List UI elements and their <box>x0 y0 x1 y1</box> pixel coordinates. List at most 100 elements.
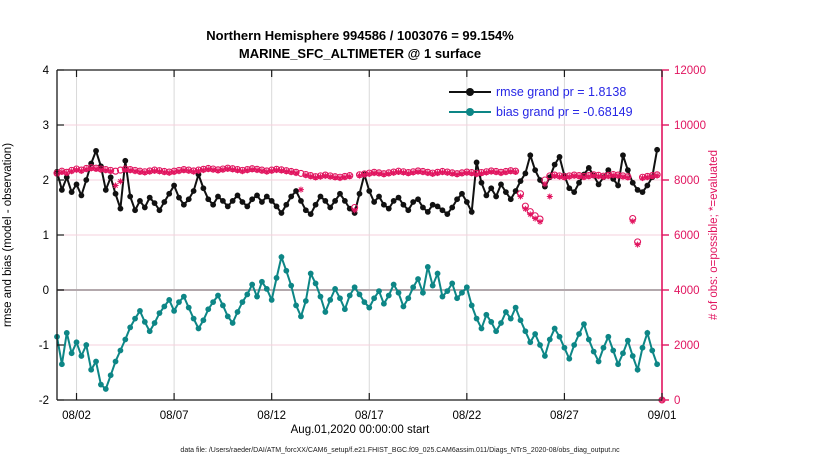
bias-marker <box>590 348 597 355</box>
bias-marker <box>180 293 187 300</box>
bias-marker <box>83 342 90 348</box>
bias-marker <box>146 328 153 335</box>
rmse-marker <box>507 196 514 203</box>
rmse-marker <box>122 157 129 164</box>
bias-marker <box>551 325 558 332</box>
chart-title-line1: Northern Hemisphere 994586 / 1003076 = 9… <box>206 28 514 43</box>
bias-marker <box>376 288 382 294</box>
bias-marker <box>488 319 495 325</box>
bias-marker <box>454 295 460 302</box>
bias-marker <box>581 321 587 327</box>
bias-marker <box>380 300 387 307</box>
bias-marker <box>405 295 412 302</box>
rmse-marker <box>283 201 290 208</box>
rmse-marker <box>151 200 158 207</box>
bias-marker <box>288 282 295 289</box>
rmse-marker <box>444 211 451 218</box>
bias-marker <box>98 381 104 388</box>
bias-marker <box>327 297 334 303</box>
rmse-marker <box>527 152 534 159</box>
rmse-marker <box>410 199 417 205</box>
rmse-marker <box>293 188 299 194</box>
bias-marker <box>263 286 270 292</box>
bias-marker <box>605 333 612 340</box>
bias-marker <box>420 289 426 296</box>
bias-marker <box>449 280 456 287</box>
rmse-marker <box>278 210 285 216</box>
rmse-marker <box>63 174 70 181</box>
bias-marker <box>346 292 353 299</box>
y-axis-label-left: rmse and bias (model - observation) <box>2 142 14 328</box>
bias-marker <box>239 299 246 305</box>
rmse-marker <box>117 205 124 212</box>
bias-marker <box>117 347 124 354</box>
bias-marker <box>234 309 241 315</box>
y-axis-label-right: # of obs: o=possible; *=evaluated <box>708 149 720 321</box>
bias-marker <box>254 293 260 300</box>
rmse-marker <box>376 193 382 200</box>
bias-marker <box>439 293 446 300</box>
rmse-marker <box>185 196 192 203</box>
rmse-marker <box>400 201 407 208</box>
bias-marker <box>137 308 143 314</box>
bias-marker <box>429 282 436 289</box>
rmse-marker <box>380 201 387 208</box>
bias-marker <box>293 302 299 309</box>
rmse-marker <box>556 154 563 160</box>
bias-marker <box>200 317 207 324</box>
bias-marker <box>268 297 275 303</box>
bias-marker <box>434 270 441 277</box>
obs-evaluated-series <box>54 165 665 403</box>
rmse-marker <box>302 207 309 214</box>
bias-marker <box>88 366 95 373</box>
y-right-tick-label: 8000 <box>674 175 700 187</box>
bias-marker <box>512 304 519 311</box>
chart-title-line2: MARINE_SFC_ALTIMETER @ 1 surface <box>238 46 482 61</box>
bias-marker <box>507 315 514 322</box>
rmse-marker <box>107 174 114 181</box>
bias-marker <box>400 303 407 310</box>
rmse-marker <box>415 196 421 203</box>
bias-marker <box>102 386 109 392</box>
bias-marker <box>654 361 661 368</box>
bias-marker <box>463 284 470 291</box>
rmse-marker <box>259 199 265 205</box>
rmse-marker <box>224 203 231 210</box>
axis-ticks <box>57 69 669 401</box>
rmse-marker <box>390 198 397 204</box>
bias-marker <box>395 289 402 296</box>
x-tick-label: 08/22 <box>452 410 481 422</box>
rmse-marker <box>317 193 324 200</box>
rmse-marker <box>644 182 651 189</box>
bias-marker <box>78 353 85 359</box>
bias-marker <box>385 292 392 299</box>
tick-labels: 08/02 08/07 08/12 08/17 08/22 08/27 09/0143210… <box>39 65 706 422</box>
legend-label-rmse: rmse grand pr = 1.8138 <box>496 85 627 99</box>
rmse-marker <box>551 161 558 168</box>
rmse-marker <box>332 198 339 204</box>
gridlines <box>57 70 662 400</box>
rmse-marker <box>517 178 524 185</box>
rmse-marker <box>156 207 163 214</box>
rmse-marker <box>512 188 519 194</box>
bias-marker <box>537 342 543 348</box>
rmse-marker <box>312 201 319 208</box>
bias-marker <box>278 254 285 260</box>
bias-marker <box>542 353 548 359</box>
data-file-path: data file: /Users/raeder/DAI/ATM_forcXX/… <box>180 447 620 454</box>
y-right-tick-label: 2000 <box>674 340 700 352</box>
rmse-marker <box>634 187 641 193</box>
rmse-marker <box>137 198 143 204</box>
rmse-marker <box>176 194 182 201</box>
rmse-marker <box>463 199 470 205</box>
bias-marker <box>410 284 417 291</box>
bias-line <box>56 253 659 391</box>
legend-entry-bias: bias grand pr = -0.68149 <box>449 102 633 122</box>
bias-marker <box>73 339 80 346</box>
rmse-marker <box>273 203 280 210</box>
rmse-marker <box>229 198 236 204</box>
rmse-marker <box>180 201 187 208</box>
bias-marker <box>600 344 607 351</box>
